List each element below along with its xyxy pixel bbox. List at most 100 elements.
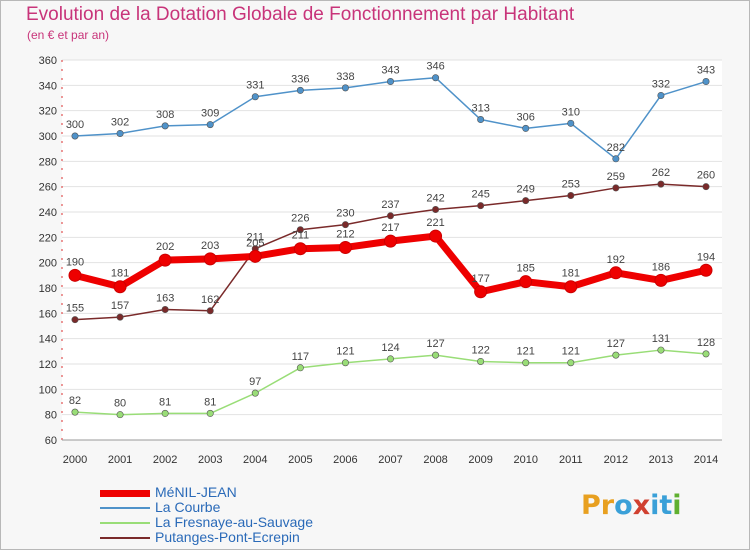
series-0-point-2000 — [68, 268, 82, 282]
series-2-label-2010: 121 — [517, 346, 535, 358]
x-tick-label-2013: 2013 — [649, 454, 673, 466]
series-2-label-2005: 117 — [292, 351, 310, 363]
series-0-label-2013: 186 — [652, 261, 670, 273]
logo-letter-5: t — [659, 490, 673, 521]
series-3-point-2008 — [432, 205, 440, 213]
legend-swatch-la-courbe — [100, 507, 150, 509]
series-3-point-2014 — [702, 183, 710, 191]
series-2-label-2004: 97 — [249, 376, 261, 388]
x-tick-label-2007: 2007 — [378, 454, 402, 466]
series-3-point-2000 — [71, 316, 79, 324]
series-3-point-2007 — [386, 212, 394, 220]
series-3-point-2001 — [116, 313, 124, 321]
proxiti-logo: Proxiti — [581, 490, 682, 521]
series-0-point-2011 — [564, 280, 578, 294]
series-1-label-2004: 331 — [246, 80, 264, 92]
series-3-label-2004: 211 — [247, 232, 265, 244]
series-3-label-2010: 249 — [517, 184, 535, 196]
series-3-label-2009: 245 — [471, 189, 489, 201]
series-3-point-2005 — [296, 226, 304, 234]
series-2-point-2013 — [657, 346, 665, 354]
series-1-point-2005 — [296, 86, 304, 94]
series-3-point-2009 — [477, 202, 485, 210]
series-1-label-2006: 338 — [336, 71, 354, 83]
series-0-label-2012: 192 — [607, 254, 625, 266]
legend-item-la-courbe: La Courbe — [100, 499, 360, 515]
series-1-label-2003: 309 — [201, 108, 219, 120]
series-3-label-2007: 237 — [381, 199, 399, 211]
series-0-point-2001 — [113, 280, 127, 294]
series-0-label-2011: 181 — [562, 268, 580, 280]
series-1-point-2009 — [477, 116, 485, 124]
series-3-point-2002 — [161, 306, 169, 314]
series-0-label-2000: 190 — [66, 256, 84, 268]
legend-label-la-fresnaye: La Fresnaye-au-Sauvage — [155, 514, 313, 530]
y-tick-label-160: 160 — [39, 308, 57, 320]
series-2-point-2004 — [251, 389, 259, 397]
logo-letter-6: i — [672, 490, 682, 521]
series-2-label-2013: 131 — [652, 333, 670, 345]
series-0-label-2010: 185 — [517, 263, 535, 275]
series-1-label-2011: 310 — [562, 106, 580, 118]
series-3-point-2011 — [567, 192, 575, 200]
series-0-point-2005 — [293, 242, 307, 256]
series-0-label-2005: 211 — [292, 230, 310, 242]
series-1-point-2010 — [522, 124, 530, 132]
x-tick-label-2005: 2005 — [288, 454, 312, 466]
legend-item-putanges: Putanges-Pont-Ecrepin — [100, 529, 360, 545]
legend-item-la-fresnaye: La Fresnaye-au-Sauvage — [100, 514, 360, 530]
legend-label-putanges: Putanges-Pont-Ecrepin — [155, 529, 300, 545]
series-0-point-2002 — [158, 253, 172, 267]
series-3-label-2006: 230 — [336, 208, 354, 220]
series-2-label-2002: 81 — [159, 396, 171, 408]
x-tick-label-2010: 2010 — [513, 454, 537, 466]
series-1-label-2005: 336 — [291, 73, 309, 85]
x-tick-label-2014: 2014 — [694, 454, 718, 466]
series-1-label-2012: 282 — [607, 142, 625, 154]
logo-letter-2: o — [614, 490, 633, 521]
chart-title: Evolution de la Dotation Globale de Fonc… — [26, 4, 575, 25]
series-3-point-2006 — [341, 221, 349, 229]
series-1-point-2014 — [702, 78, 710, 86]
series-2-label-2006: 121 — [336, 346, 354, 358]
series-3-point-2003 — [206, 307, 214, 315]
series-0-label-2009: 177 — [471, 273, 489, 285]
series-0-point-2003 — [203, 252, 217, 266]
y-tick-label-300: 300 — [39, 131, 57, 143]
series-2-point-2003 — [206, 409, 214, 417]
x-tick-label-2000: 2000 — [63, 454, 87, 466]
series-3-label-2003: 162 — [201, 294, 219, 306]
series-1-point-2000 — [71, 132, 79, 140]
x-tick-label-2004: 2004 — [243, 454, 267, 466]
series-0-label-2004: 205 — [246, 237, 264, 249]
series-2-point-2000 — [71, 408, 79, 416]
series-0-point-2014 — [699, 263, 713, 277]
series-2-point-2005 — [296, 364, 304, 372]
x-tick-label-2002: 2002 — [153, 454, 177, 466]
logo-letter-1: r — [600, 490, 615, 521]
series-1-point-2004 — [251, 93, 259, 101]
series-2-label-2012: 127 — [607, 338, 625, 350]
series-1-label-2002: 308 — [156, 109, 174, 121]
x-tick-label-2011: 2011 — [559, 454, 583, 466]
series-2-label-2014: 128 — [697, 337, 715, 349]
series-1-label-2009: 313 — [471, 103, 489, 115]
series-2-point-2014 — [702, 350, 710, 358]
series-0-label-2007: 217 — [381, 222, 399, 234]
logo-letter-3: x — [632, 490, 651, 521]
legend-swatch-putanges — [100, 537, 150, 539]
series-0-label-2001: 181 — [111, 268, 129, 280]
y-tick-label-240: 240 — [39, 207, 57, 219]
series-2-label-2001: 80 — [114, 398, 126, 410]
plot-area — [62, 60, 722, 440]
y-tick-label-140: 140 — [39, 334, 57, 346]
series-2-label-2000: 82 — [69, 395, 81, 407]
series-0-label-2008: 221 — [426, 217, 444, 229]
legend-label-menil-jean: MéNIL-JEAN — [155, 484, 237, 500]
x-tick-label-2012: 2012 — [604, 454, 628, 466]
series-2-point-2002 — [161, 409, 169, 417]
y-tick-label-320: 320 — [39, 106, 57, 118]
series-3-label-2008: 242 — [426, 192, 444, 204]
series-1-label-2008: 346 — [426, 61, 444, 73]
